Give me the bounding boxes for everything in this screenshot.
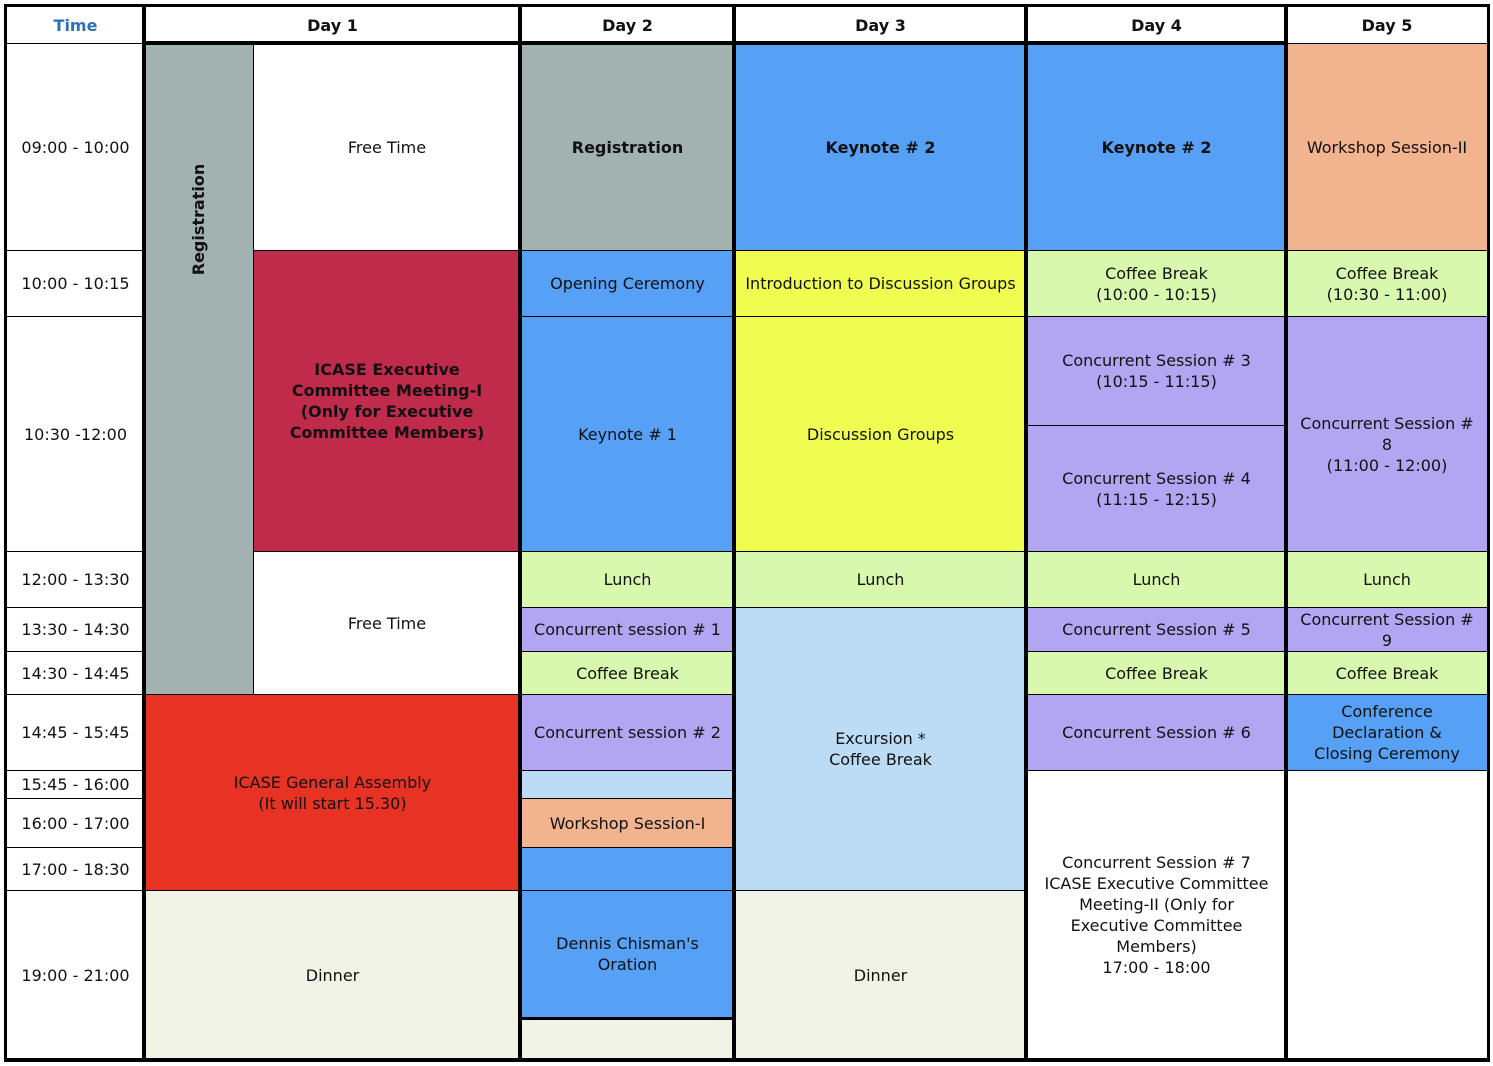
day2-keynote-1: Keynote # 1: [520, 316, 735, 552]
day5-coffee-break-1: Coffee Break (10:30 - 11:00): [1286, 250, 1488, 317]
day5-workshop-session-2: Workshop Session-II: [1286, 43, 1488, 251]
day3-intro-discussion-groups: Introduction to Discussion Groups: [734, 250, 1027, 317]
day1-free-time-2: Free Time: [253, 551, 521, 695]
header-day-2: Day 2: [520, 6, 735, 44]
day2-concurrent-session-2: Concurrent session # 2: [520, 694, 735, 771]
time-slot: 09:00 - 10:00: [6, 43, 145, 251]
day3-dinner: Dinner: [734, 890, 1027, 1060]
day1-dinner: Dinner: [144, 890, 521, 1060]
frame-line: [732, 4, 736, 1062]
time-slot: 17:00 - 18:30: [6, 847, 145, 891]
time-slot: 14:30 - 14:45: [6, 651, 145, 695]
time-slot: 12:00 - 13:30: [6, 551, 145, 608]
day4-concurrent-session-3: Concurrent Session # 3 (10:15 - 11:15): [1026, 316, 1287, 426]
day4-concurrent-session-4: Concurrent Session # 4 (11:15 - 12:15): [1026, 425, 1287, 552]
day5-blank-slot: [1286, 770, 1488, 1060]
header-day-3: Day 3: [734, 6, 1027, 44]
day5-lunch: Lunch: [1286, 551, 1488, 608]
time-slot: 14:45 - 15:45: [6, 694, 145, 771]
day3-keynote-2: Keynote # 2: [734, 43, 1027, 251]
day4-keynote-2: Keynote # 2: [1026, 43, 1287, 251]
time-slot: 19:00 - 21:00: [6, 890, 145, 1060]
day2-coffee-break: Coffee Break: [520, 651, 735, 695]
day5-coffee-break-2: Coffee Break: [1286, 651, 1488, 695]
frame-line: [4, 1058, 1490, 1062]
day4-concurrent-session-6: Concurrent Session # 6: [1026, 694, 1287, 771]
time-slot: 16:00 - 17:00: [6, 798, 145, 848]
day2-oration: Dennis Chisman's Oration: [520, 890, 735, 1020]
day1-free-time: Free Time: [253, 43, 521, 251]
day2-workshop-session-1: Workshop Session-I: [520, 798, 735, 848]
frame-line: [1284, 4, 1288, 1062]
day5-concurrent-session-9: Concurrent Session # 9: [1286, 607, 1488, 652]
frame-line: [142, 4, 146, 1062]
day5-concurrent-session-8: Concurrent Session # 8 (11:00 - 12:00): [1286, 316, 1488, 552]
header-time: Time: [6, 6, 145, 44]
frame-line: [4, 4, 1490, 7]
day1-registration: Registration: [144, 43, 254, 695]
frame-line: [1024, 4, 1028, 1062]
day3-discussion-groups: Discussion Groups: [734, 316, 1027, 552]
time-slot: 15:45 - 16:00: [6, 770, 145, 799]
time-slot: 10:00 - 10:15: [6, 250, 145, 317]
day3-lunch: Lunch: [734, 551, 1027, 608]
day2-blank-slot: [520, 847, 735, 891]
day4-concurrent-session-5: Concurrent Session # 5: [1026, 607, 1287, 652]
day1-registration-label: Registration: [189, 163, 209, 275]
day5-closing-ceremony: Conference Declaration & Closing Ceremon…: [1286, 694, 1488, 771]
header-day-4: Day 4: [1026, 6, 1287, 44]
day2-lunch: Lunch: [520, 551, 735, 608]
day4-concurrent-session-7: Concurrent Session # 7 ICASE Executive C…: [1026, 770, 1287, 1060]
time-slot: 10:30 -12:00: [6, 316, 145, 552]
day3-excursion: Excursion * Coffee Break: [734, 607, 1027, 891]
day2-blank-slot: [520, 1019, 735, 1060]
day1-exec-committee-meeting: ICASE Executive Committee Meeting-I (Onl…: [253, 250, 521, 552]
day4-coffee-break-2: Coffee Break: [1026, 651, 1287, 695]
frame-line: [4, 4, 7, 1062]
day2-blank-slot: [520, 770, 735, 799]
header-day-5: Day 5: [1286, 6, 1488, 44]
frame-line: [142, 41, 1288, 45]
time-slot: 13:30 - 14:30: [6, 607, 145, 652]
day4-coffee-break-1: Coffee Break (10:00 - 10:15): [1026, 250, 1287, 317]
day4-lunch: Lunch: [1026, 551, 1287, 608]
day1-general-assembly: ICASE General Assembly (It will start 15…: [144, 694, 521, 891]
frame-line: [1487, 4, 1490, 1062]
frame-line: [518, 4, 522, 1062]
header-day-1: Day 1: [144, 6, 521, 44]
day2-opening-ceremony: Opening Ceremony: [520, 250, 735, 317]
day2-registration: Registration: [520, 43, 735, 251]
day2-concurrent-session-1: Concurrent session # 1: [520, 607, 735, 652]
